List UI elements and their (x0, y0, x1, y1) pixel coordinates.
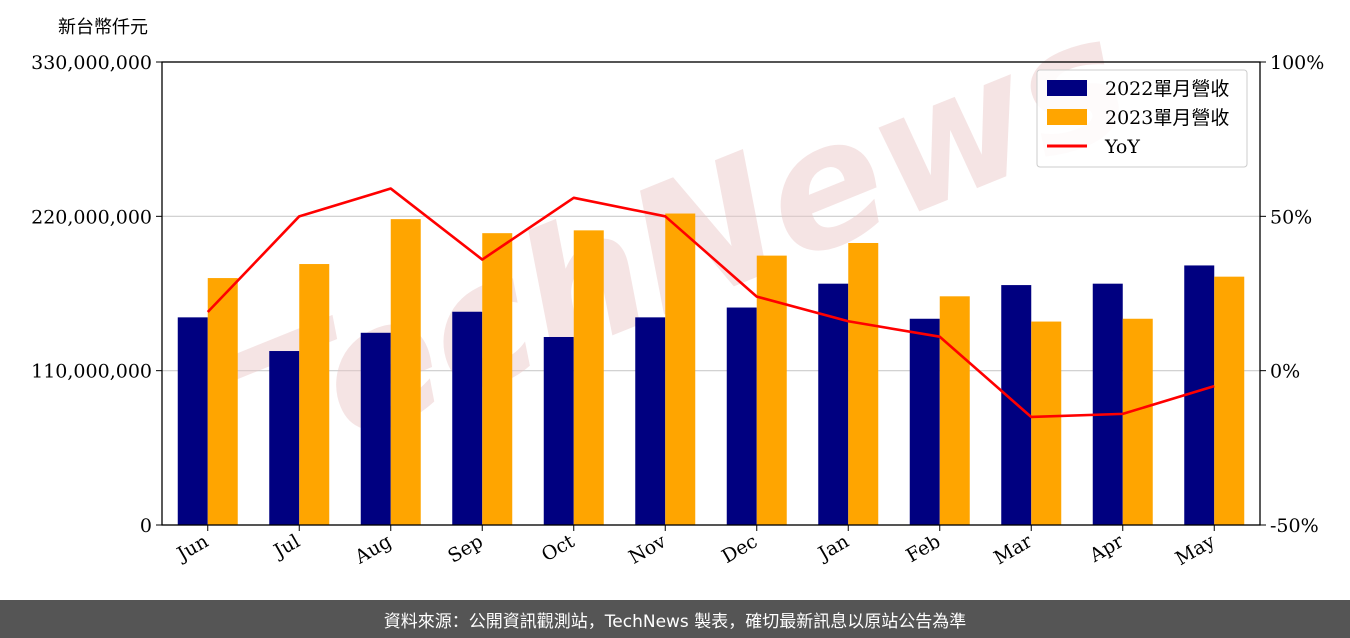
y2-tick-label: 100% (1270, 52, 1324, 74)
y-tick-label: 330,000,000 (31, 52, 152, 74)
bar-2022 (452, 311, 483, 525)
bar-2022 (635, 317, 666, 525)
bar-2023 (1214, 276, 1245, 525)
y-tick-label: 0 (140, 515, 152, 537)
y2-tick-label: 50% (1270, 206, 1312, 228)
bar-2023 (207, 278, 238, 525)
x-tick-label: May (1172, 530, 1219, 570)
x-tick-label: Aug (350, 530, 395, 569)
bar-2023 (1031, 321, 1062, 525)
bar-2022 (360, 332, 391, 525)
bar-2023 (390, 219, 421, 525)
yoy-line (206, 187, 1215, 419)
x-tick-label: Jan (813, 530, 853, 566)
x-tick-label: Nov (625, 530, 670, 569)
plot-frame (161, 61, 1261, 526)
bar-2022 (543, 336, 574, 525)
bar-2023 (665, 213, 696, 525)
x-tick-label: Mar (990, 530, 1036, 569)
x-tick-label: Apr (1085, 530, 1128, 567)
legend-label: 2022單月營收 (1105, 78, 1229, 100)
legend-box (1036, 69, 1248, 168)
bar-2023 (848, 242, 879, 525)
chart: TechNews 0110,000,000220,000,000330,000,… (31, 0, 1324, 570)
x-tick-label: Feb (902, 530, 944, 567)
x-tick-label: Oct (538, 530, 579, 566)
x-tick-label: Dec (718, 530, 761, 568)
bars (177, 213, 1245, 526)
bar-2023 (573, 230, 604, 525)
bar-2022 (909, 318, 940, 525)
y-unit-label: 新台幣仟元 (58, 17, 148, 38)
bar-2022 (726, 307, 757, 525)
x-tick-label: Jun (172, 530, 213, 566)
x-tick-label: Jul (269, 530, 304, 563)
bar-2022 (177, 317, 208, 525)
source-footer: 資料來源：公開資訊觀測站，TechNews 製表，確切最新訊息以原站公告為準 (0, 600, 1350, 638)
bar-2022 (1184, 265, 1215, 525)
x-tick-label: Sep (444, 530, 487, 567)
y-tick-label: 110,000,000 (31, 361, 152, 383)
bar-2023 (299, 264, 330, 525)
bar-2023 (939, 296, 970, 525)
y2-tick-label: -50% (1270, 515, 1319, 537)
legend: 2022單月營收 2023單月營收 YoY (1036, 69, 1248, 168)
bar-2023 (756, 255, 787, 526)
legend-swatch (1047, 80, 1087, 96)
legend-swatch (1047, 109, 1087, 125)
bar-2022 (818, 283, 849, 525)
bar-2023 (1122, 318, 1153, 525)
legend-label: 2023單月營收 (1105, 107, 1229, 129)
bar-2023 (482, 233, 513, 526)
bar-2022 (269, 351, 300, 525)
bar-2022 (1092, 283, 1123, 525)
legend-label: YoY (1104, 136, 1140, 158)
yoy-line-layer (206, 187, 1215, 419)
y-tick-label: 220,000,000 (31, 206, 152, 228)
y2-tick-label: 0% (1270, 361, 1300, 383)
